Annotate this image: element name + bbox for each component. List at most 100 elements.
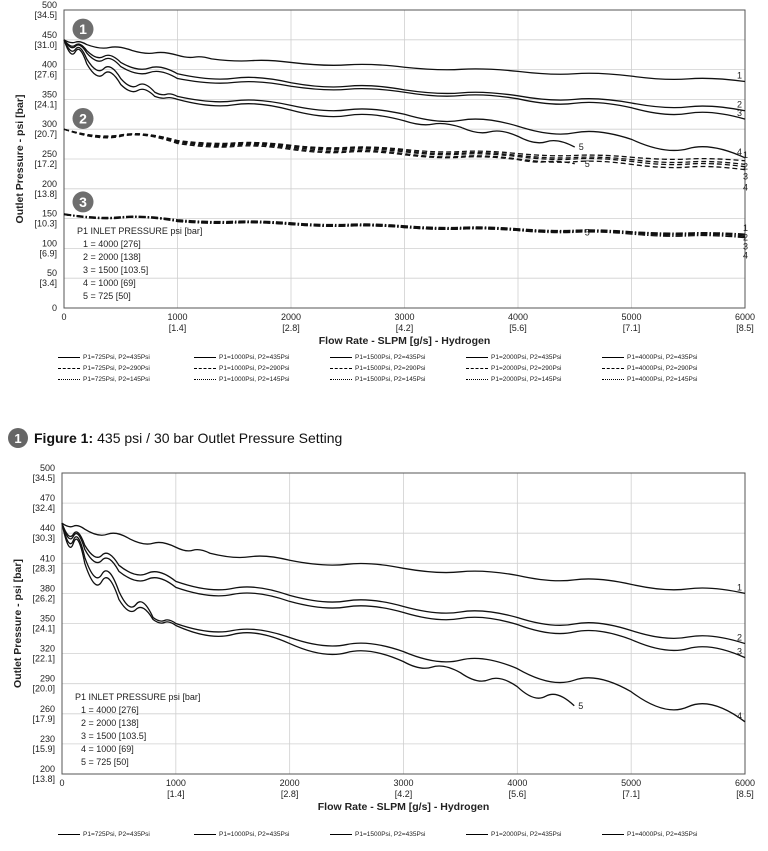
series-line xyxy=(61,522,746,595)
series-end-label: 3 xyxy=(743,241,748,251)
y-tick-sublabel: [22.1] xyxy=(32,654,55,664)
legend-swatch xyxy=(330,377,352,383)
chart-bottom: 0 1000[1.4] 2000[2.8] 3000[4.2] 4000[5.6] 500… xyxy=(12,463,755,813)
x-tick-label: 4000 xyxy=(507,778,527,788)
legend-label: P1=1000Psi, P2=145Psi xyxy=(219,376,290,383)
legend-swatch xyxy=(330,355,352,361)
series-end-label: 3 xyxy=(743,172,748,182)
y-tick-label: 380 xyxy=(40,583,55,593)
legend-item: P1=2000Psi, P2=435Psi xyxy=(466,831,602,838)
y-tick-sublabel: [10.3] xyxy=(34,219,57,229)
series-line xyxy=(63,39,576,148)
legend-item: P1=4000Psi, P2=435Psi xyxy=(602,354,738,361)
inset-line: 3 = 1500 [103.5] xyxy=(83,265,148,275)
y-tick-label: 100 xyxy=(42,238,57,248)
y-tick-sublabel: [30.3] xyxy=(32,533,55,543)
series-end-label: 1 xyxy=(737,582,742,592)
y-tick-label: 200 xyxy=(40,764,55,774)
y-tick-label: 500 xyxy=(40,463,55,473)
x-tick-label: 6000 xyxy=(735,312,755,322)
plot-frame xyxy=(63,9,746,309)
y-tick-label: 250 xyxy=(42,149,57,159)
x-tick-label: 2000 xyxy=(280,778,300,788)
series-end-label: 2 xyxy=(743,161,748,171)
x-tick-label: 6000 xyxy=(735,778,755,788)
inset-line: 1 = 4000 [276] xyxy=(81,705,139,715)
figure-caption: 1 Figure 1: 435 psi / 30 bar Outlet Pres… xyxy=(8,427,342,449)
legend-swatch xyxy=(194,366,216,372)
legend-swatch xyxy=(58,366,80,372)
inset-legend: P1 INLET PRESSURE psi [bar] 1 = 4000 [276… xyxy=(77,226,202,301)
x-tick-label: 5000 xyxy=(621,778,641,788)
y-tick-label: 200 xyxy=(42,179,57,189)
legend-row: P1=725Psi, P2=290Psi P1=1000Psi, P2=290Ps… xyxy=(58,363,738,374)
legend-item: P1=1500Psi, P2=290Psi xyxy=(330,365,466,372)
series-line xyxy=(61,522,746,645)
legend-label: P1=1000Psi, P2=290Psi xyxy=(219,365,290,372)
inset-line: 3 = 1500 [103.5] xyxy=(81,731,146,741)
y-tick-label: 50 xyxy=(47,268,57,278)
legend-item: P1=1000Psi, P2=435Psi xyxy=(194,354,330,361)
legend-swatch xyxy=(194,377,216,383)
legend-swatch xyxy=(466,832,488,838)
caption-badge: 1 xyxy=(8,428,28,448)
series-line xyxy=(63,39,746,159)
legend-row: P1=725Psi, P2=435Psi P1=1000Psi, P2=435Ps… xyxy=(58,352,738,363)
badge-number: 1 xyxy=(79,21,87,37)
inset-line: 1 = 4000 [276] xyxy=(83,239,141,249)
inset-line: 4 = 1000 [69] xyxy=(83,278,136,288)
series-end-label: 4 xyxy=(737,711,742,721)
inset-title: P1 INLET PRESSURE psi [bar] xyxy=(75,692,200,702)
legend-label: P1=4000Psi, P2=435Psi xyxy=(627,354,698,361)
legend-swatch xyxy=(466,355,488,361)
y-axis-title: Outlet Pressure - psi [bar] xyxy=(12,559,24,688)
legend-item: P1=4000Psi, P2=290Psi xyxy=(602,365,738,372)
legend-label: P1=4000Psi, P2=290Psi xyxy=(627,365,698,372)
x-tick-sublabel: [2.8] xyxy=(282,323,300,333)
legend-swatch xyxy=(330,832,352,838)
legend-label: P1=1500Psi, P2=435Psi xyxy=(355,354,426,361)
x-tick-sublabel: [7.1] xyxy=(623,323,641,333)
y-tick-label: 300 xyxy=(42,119,57,129)
y-tick-sublabel: [6.9] xyxy=(39,248,57,258)
legend-label: P1=1500Psi, P2=145Psi xyxy=(355,376,426,383)
series-end-label: 4 xyxy=(743,183,748,193)
legend-label: P1=2000Psi, P2=435Psi xyxy=(491,831,562,838)
series-end-label: 4 xyxy=(743,251,748,261)
legend-label: P1=725Psi, P2=435Psi xyxy=(83,831,150,838)
y-tick-sublabel: [27.6] xyxy=(34,70,57,80)
x-tick-label: 4000 xyxy=(508,312,528,322)
legend-item: P1=725Psi, P2=290Psi xyxy=(58,365,194,372)
legend-swatch xyxy=(602,355,624,361)
series-end-label: 4 xyxy=(737,147,742,157)
caption-bold: Figure 1: xyxy=(34,430,94,446)
legend-swatch xyxy=(330,366,352,372)
series-end-label: 5 xyxy=(585,227,590,237)
y-tick-sublabel: [20.7] xyxy=(34,129,57,139)
legend-swatch xyxy=(602,377,624,383)
series-line xyxy=(63,128,746,171)
y-tick-sublabel: [34.5] xyxy=(34,10,57,20)
y-axis-title: Outlet Pressure - psi [bar] xyxy=(14,95,26,224)
y-tick-sublabel: [34.5] xyxy=(32,473,55,483)
legend-item: P1=2000Psi, P2=435Psi xyxy=(466,354,602,361)
x-tick-sublabel: [8.5] xyxy=(736,789,754,799)
y-tick-sublabel: [20.0] xyxy=(32,684,55,694)
x-tick-sublabel: [5.6] xyxy=(509,789,527,799)
y-tick-sublabel: [17.2] xyxy=(34,159,57,169)
section-badge: 3 xyxy=(72,191,94,213)
section-badge: 2 xyxy=(72,107,94,129)
legend-swatch xyxy=(58,377,80,383)
y-tick-label: 350 xyxy=(42,89,57,99)
series-line xyxy=(63,39,746,112)
series-end-label: 3 xyxy=(737,647,742,657)
inset-line: 5 = 725 [50] xyxy=(83,291,131,301)
y-tick-sublabel: [13.8] xyxy=(32,774,55,784)
x-tick-label: 2000 xyxy=(281,312,301,322)
legend-row: P1=725Psi, P2=145Psi P1=1000Psi, P2=145Ps… xyxy=(58,374,738,385)
legend-label: P1=2000Psi, P2=290Psi xyxy=(491,365,562,372)
y-tick-label: 440 xyxy=(40,523,55,533)
legend-label: P1=4000Psi, P2=435Psi xyxy=(627,831,698,838)
legend-item: P1=1500Psi, P2=435Psi xyxy=(330,831,466,838)
y-tick-label: 500 xyxy=(42,0,57,10)
